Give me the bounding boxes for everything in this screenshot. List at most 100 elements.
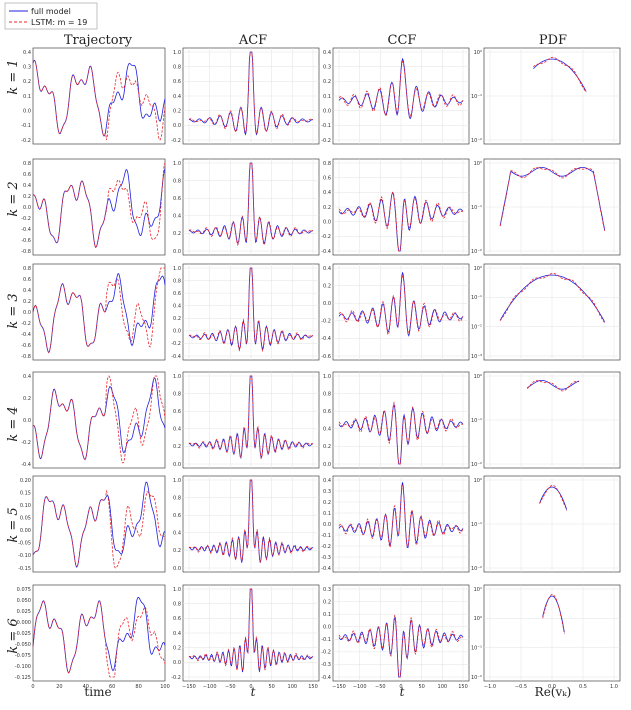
y-tick-label: -0.2	[171, 341, 181, 347]
axes-frame	[32, 584, 166, 682]
y-tick-label: 0.2	[323, 79, 331, 85]
y-tick-label: -0.6	[321, 354, 331, 360]
y-tick-label: -0.4	[321, 336, 331, 342]
panel-acf-k6: 1.0 0.8 0.6 0.4 0.2 0.0 -0.2−150 −100 −50 0 50 100 1…	[171, 584, 320, 690]
y-tick-label: 1.0	[173, 50, 181, 56]
y-tick-label: -0.6	[21, 343, 31, 349]
y-tick-label: -0.100	[15, 664, 31, 670]
y-tick-label: 0.4	[23, 374, 31, 380]
panel-acf-k1: 1.0 0.8 0.6 0.4 0.2 0.0 -0.2	[171, 47, 320, 145]
y-tick-label: 0.8	[173, 495, 181, 501]
y-tick-label: 0.2	[323, 444, 331, 450]
y-tick-label: -0.8	[21, 249, 31, 255]
series-lstm-line	[338, 484, 464, 549]
y-tick-label: 10⁻¹	[471, 94, 482, 100]
y-tick-label: -0.125	[15, 675, 31, 681]
y-tick-label: 0.8	[173, 178, 181, 184]
y-tick-label: 0.6	[173, 291, 181, 297]
x-tick-label: −150	[182, 684, 196, 690]
y-tick-label: 0.8	[173, 601, 181, 607]
y-tick-label: 0.3	[323, 64, 331, 70]
series-lstm-line	[32, 162, 166, 249]
y-tick-label: 10⁰	[474, 616, 482, 622]
y-tick-label: 0.4	[173, 427, 181, 433]
y-tick-label: 0.4	[173, 631, 181, 637]
panel-pdf-k5: 10⁰ 10⁻¹ 10⁻²	[471, 475, 621, 573]
y-tick-label: 10⁻³	[471, 354, 482, 360]
y-tick-label: -0.2	[21, 440, 31, 446]
series-lstm-line	[542, 594, 565, 635]
legend-full-model-label: full model	[31, 7, 71, 16]
y-tick-label: 10⁻²	[471, 138, 482, 144]
y-tick-label: 10⁻¹	[471, 522, 482, 528]
y-tick-label: 0.2	[23, 396, 31, 402]
y-tick-label: 0.0	[23, 310, 31, 316]
column-header-trajectory: Trajectory	[64, 33, 133, 48]
series-full-model-line	[527, 380, 580, 390]
x-tick-label: 60	[109, 684, 115, 690]
legend-lstm-label: LSTM: m = 19	[31, 18, 87, 27]
y-tick-label: 10⁻²	[471, 675, 482, 681]
panel-acf-k2: 1.0 0.8 0.6 0.4 0.2 0.0	[173, 158, 320, 256]
series-lstm-line	[338, 614, 464, 678]
y-tick-label: -0.2	[321, 234, 331, 240]
panel-trajectory-k6: 0.075 0.050 0.025 0.000 -0.025 -0.050 -0.075 -0…	[15, 584, 170, 690]
row-label-k6: k = 6	[6, 618, 21, 653]
y-tick-label: 0.2	[173, 444, 181, 450]
y-tick-label: 1.0	[173, 478, 181, 484]
panel-pdf-k1: 10⁰ 10⁻¹ 10⁻²	[471, 47, 621, 145]
panel-acf-k5: 1.0 0.8 0.6 0.4 0.2 0.0	[173, 475, 320, 573]
y-tick-label: 0.4	[323, 266, 331, 272]
axes-frame	[32, 158, 166, 256]
legend-box	[4, 2, 98, 30]
y-tick-label: 10⁰	[474, 161, 482, 167]
y-tick-label: 1.0	[173, 266, 181, 272]
row-label-k4: k = 4	[6, 406, 21, 441]
y-tick-label: -0.2	[171, 675, 181, 681]
series-lstm-line	[188, 588, 314, 672]
y-tick-label: 1.0	[173, 587, 181, 593]
x-tick-label: 0.5	[579, 684, 587, 690]
y-tick-label: -0.1	[321, 123, 331, 129]
y-tick-label: 0.8	[323, 161, 331, 167]
y-tick-label: 0.20	[20, 478, 31, 484]
y-tick-label: 0.4	[23, 183, 31, 189]
series-lstm-line	[188, 51, 314, 135]
x-tick-label: 0	[249, 684, 252, 690]
y-tick-label: 0.0	[323, 625, 331, 631]
y-tick-label: 0.0	[23, 205, 31, 211]
y-tick-label: -0.6	[21, 238, 31, 244]
y-tick-label: -0.4	[321, 675, 331, 681]
y-tick-label: -0.4	[321, 249, 331, 255]
y-tick-label: 10⁻²	[471, 324, 482, 330]
row-label-k1: k = 1	[6, 59, 21, 94]
y-tick-label: 0.00	[20, 528, 31, 534]
y-tick-label: -0.075	[15, 653, 31, 659]
row-label-k5: k = 5	[6, 507, 21, 542]
y-tick-label: 0.4	[323, 427, 331, 433]
y-tick-label: -0.15	[18, 566, 31, 572]
series-lstm-line	[32, 375, 166, 464]
y-tick-label: -0.2	[321, 319, 331, 325]
y-tick-label: 0.4	[173, 531, 181, 537]
series-lstm-line	[188, 267, 314, 353]
x-tick-label: 20	[56, 684, 62, 690]
y-tick-label: 0.075	[17, 587, 31, 593]
y-tick-label: 10⁻²	[471, 566, 482, 572]
y-tick-label: -0.05	[18, 541, 31, 547]
y-tick-label: 10⁻²	[471, 249, 482, 255]
series-lstm-line	[32, 489, 166, 569]
x-tick-label: 100	[288, 684, 298, 690]
y-tick-label: 0.4	[23, 288, 31, 294]
y-tick-label: 0.2	[323, 500, 331, 506]
panel-trajectory-k1: 0.4 0.3 0.2 0.1 0.0 -0.1 -0.2	[21, 47, 166, 145]
y-tick-label: -0.10	[18, 553, 31, 559]
column-header-pdf: PDF	[539, 33, 567, 48]
series-lstm-line	[338, 274, 464, 335]
x-tick-label: 150	[458, 684, 468, 690]
y-tick-label: 0.2	[23, 79, 31, 85]
y-tick-label: 0.0	[173, 462, 181, 468]
series-lstm-line	[32, 600, 166, 678]
y-tick-label: 0.4	[23, 50, 31, 56]
